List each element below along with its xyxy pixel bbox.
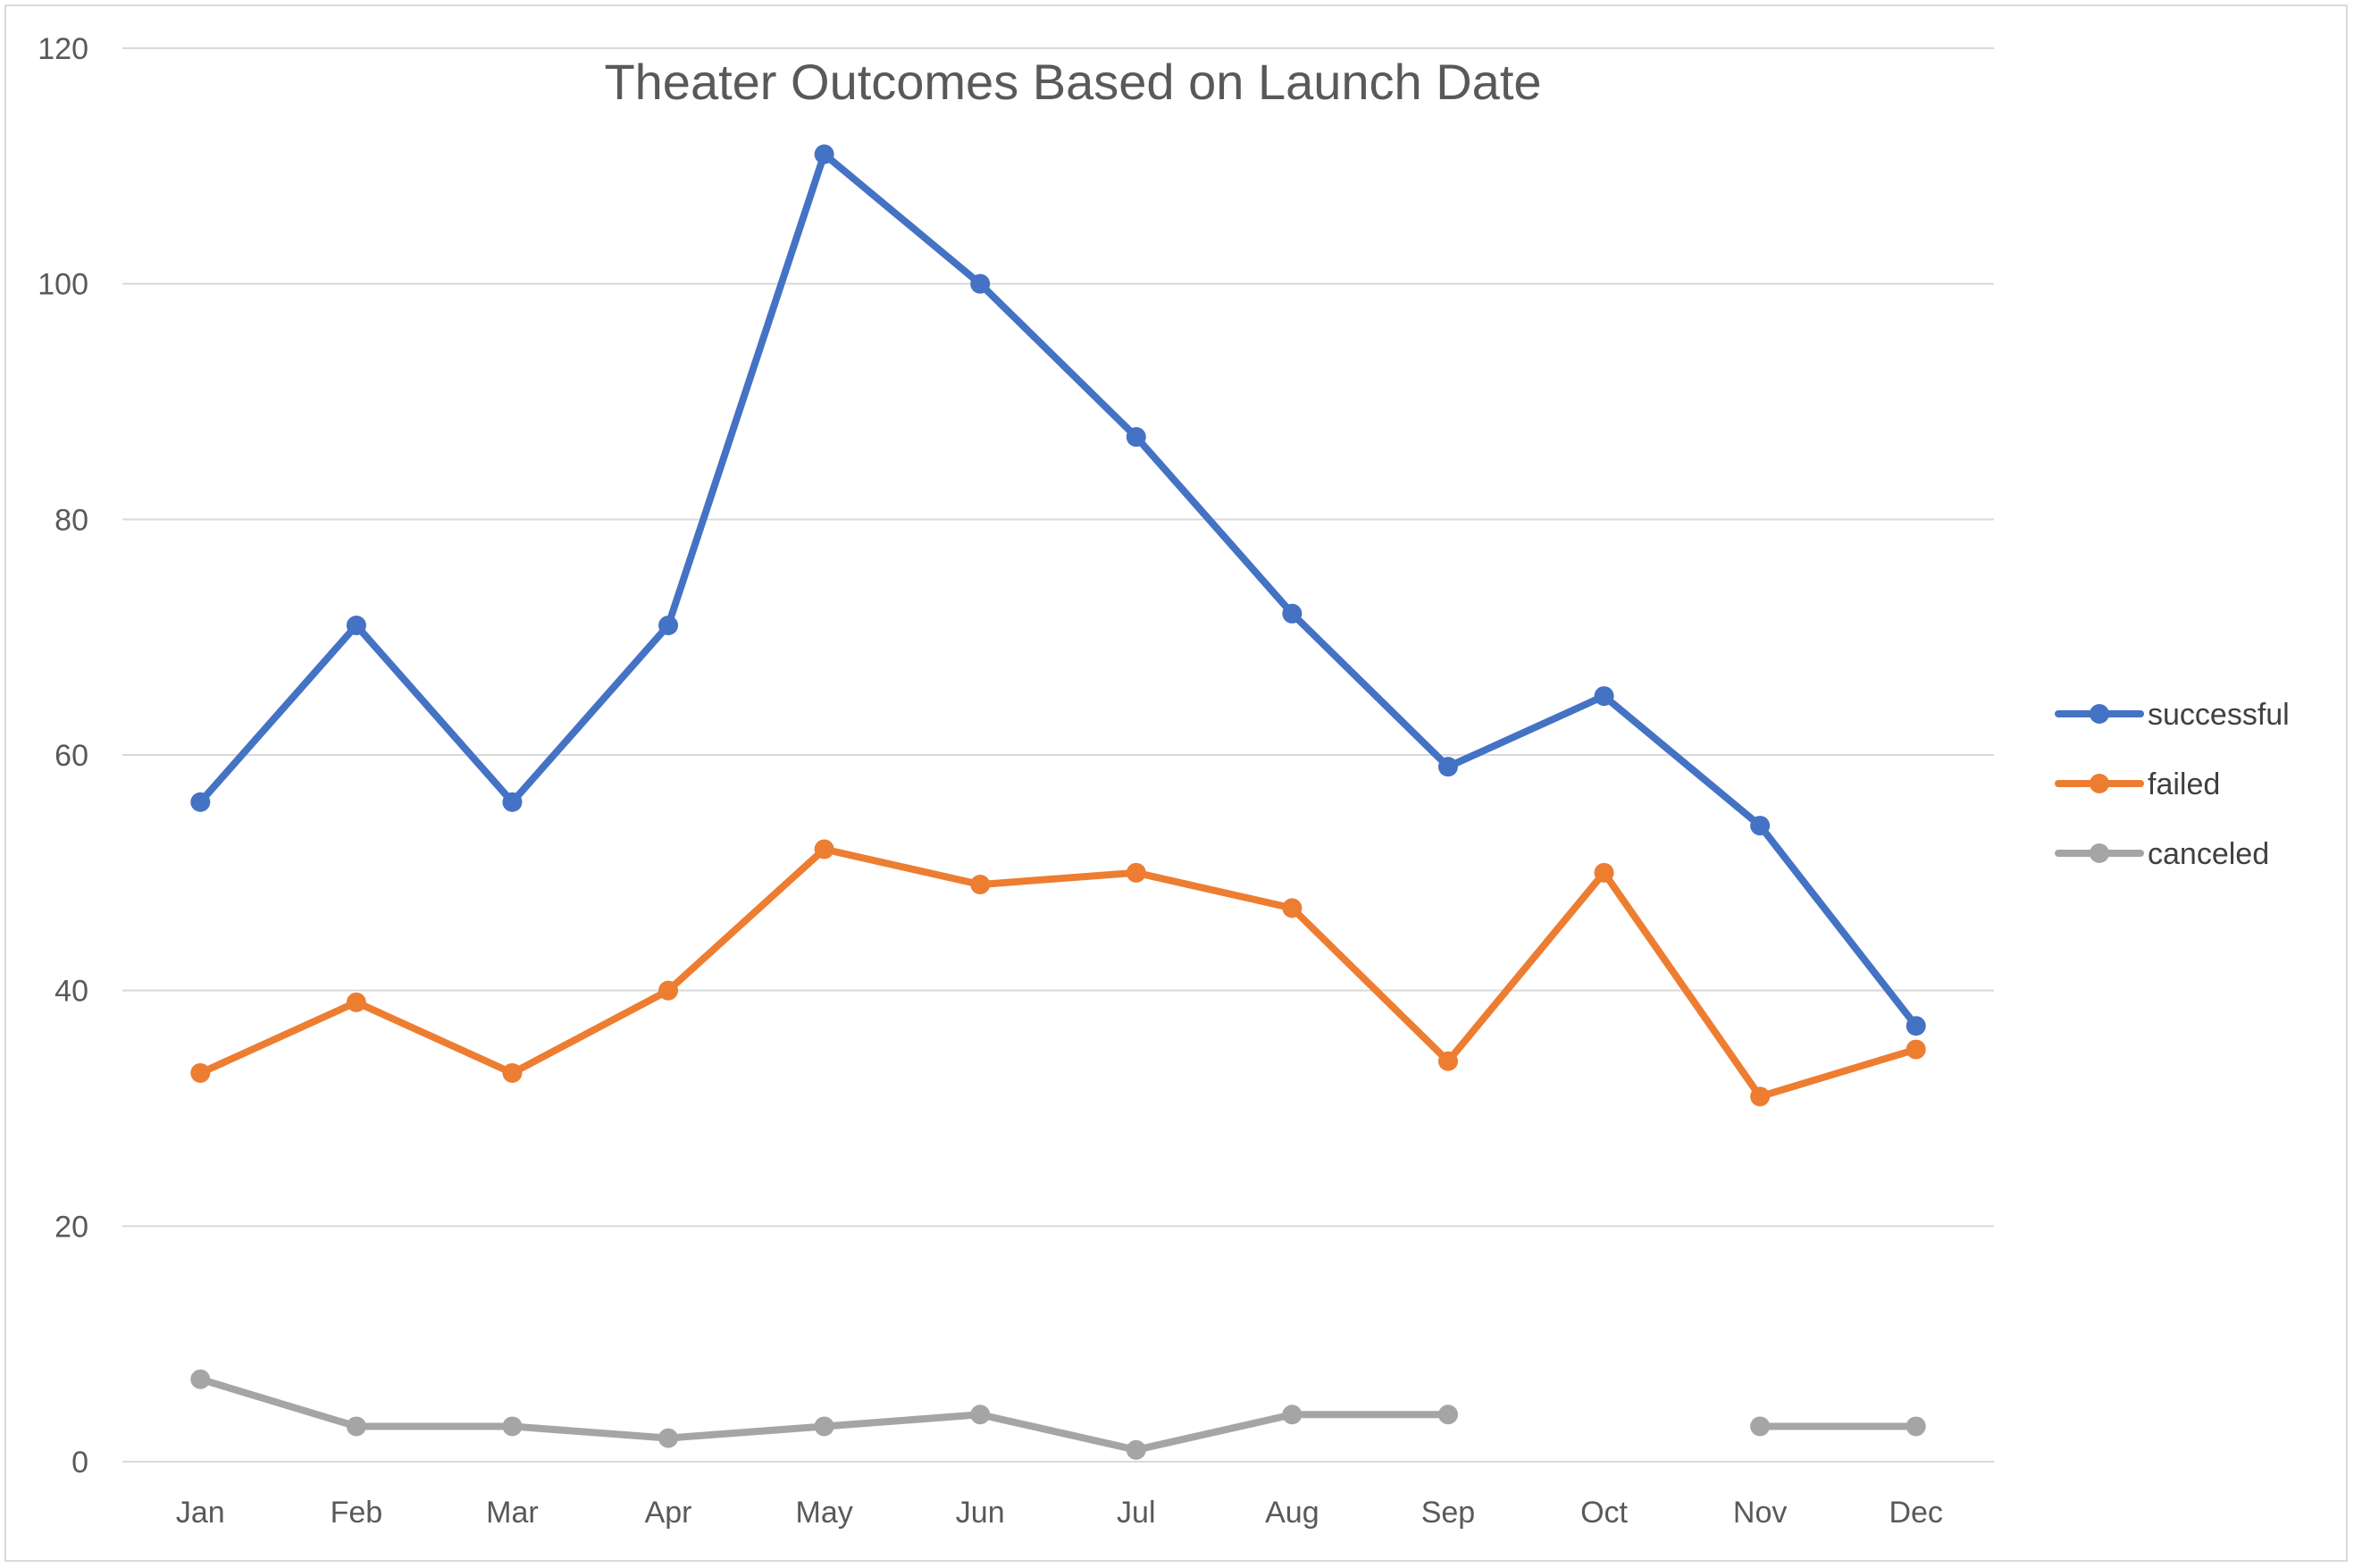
data-point [1750, 816, 1771, 836]
data-point [1437, 757, 1458, 777]
y-tick-label: 80 [54, 503, 88, 537]
series-lines [190, 144, 1926, 1460]
y-tick-label: 120 [38, 32, 88, 66]
legend-marker [2090, 774, 2109, 793]
series-line [197, 150, 1920, 1030]
x-tick-label: Jan [176, 1496, 225, 1530]
data-point [814, 144, 834, 164]
data-point [190, 1369, 211, 1389]
data-point [1594, 686, 1614, 707]
y-tick-label: 40 [54, 975, 88, 1009]
legend-label: successful [2148, 698, 2290, 732]
x-tick-label: Oct [1580, 1496, 1628, 1530]
data-point [190, 1062, 211, 1083]
data-point [970, 273, 991, 294]
x-tick-label: Apr [645, 1496, 692, 1530]
data-point [970, 875, 991, 895]
legend-label: failed [2148, 767, 2220, 801]
x-tick-label: Jun [956, 1496, 1005, 1530]
y-tick-label: 100 [38, 268, 88, 302]
data-point [1126, 1439, 1146, 1460]
data-point [190, 792, 211, 812]
data-point [346, 992, 366, 1012]
data-point [658, 615, 679, 635]
data-point [814, 1416, 834, 1437]
chart-title: Theater Outcomes Based on Launch Date [604, 54, 1541, 110]
data-point [1594, 862, 1614, 883]
legend-item: canceled [2055, 837, 2269, 871]
x-tick-label: Aug [1265, 1496, 1319, 1530]
data-point [658, 980, 679, 1001]
series-line [197, 1375, 1452, 1454]
legend-marker [2090, 704, 2109, 724]
data-point [970, 1404, 991, 1425]
line-chart: 0 20 40 60 80 100 120 Jan Feb Mar Apr May Jun Jul Aug… [38, 32, 2290, 1530]
data-point [1437, 1051, 1458, 1071]
data-point [1282, 898, 1303, 918]
data-point [1282, 1404, 1303, 1425]
x-tick-label: Dec [1889, 1496, 1942, 1530]
data-point [1126, 862, 1146, 883]
x-tick-label: Mar [486, 1496, 539, 1530]
series-line [197, 845, 1920, 1101]
series-successful [190, 144, 1926, 1036]
legend-item: failed [2055, 767, 2220, 801]
data-point [1906, 1416, 1926, 1437]
series-canceled [190, 1369, 1926, 1460]
x-tick-label: May [796, 1496, 853, 1530]
data-point [502, 1062, 523, 1083]
chart-frame: 0 20 40 60 80 100 120 Jan Feb Mar Apr May Jun Jul Aug… [4, 4, 2348, 1562]
data-point [502, 792, 523, 812]
series-failed [190, 839, 1926, 1107]
data-point [658, 1428, 679, 1448]
y-tick-label: 20 [54, 1210, 88, 1244]
legend-marker [2090, 843, 2109, 863]
legend-label: canceled [2148, 837, 2269, 871]
data-point [502, 1416, 523, 1437]
data-point [1750, 1086, 1771, 1107]
x-tick-label: Nov [1733, 1496, 1787, 1530]
x-tick-label: Jul [1117, 1496, 1155, 1530]
data-point [346, 1416, 366, 1437]
y-tick-label: 0 [71, 1446, 88, 1480]
data-point [1437, 1404, 1458, 1425]
y-axis-tick-labels: 0 20 40 60 80 100 120 [38, 32, 88, 1480]
legend: successful failed canceled [2055, 698, 2290, 871]
data-point [1750, 1416, 1771, 1437]
gridlines [122, 47, 1994, 1463]
x-axis-tick-labels: Jan Feb Mar Apr May Jun Jul Aug Sep Oct Nov Dec [176, 1496, 1943, 1530]
y-tick-label: 60 [54, 739, 88, 773]
legend-item: successful [2055, 698, 2290, 732]
data-point [1282, 603, 1303, 624]
data-point [1126, 427, 1146, 448]
data-point [346, 615, 366, 635]
x-tick-label: Sep [1421, 1496, 1476, 1530]
data-point [1906, 1016, 1926, 1036]
data-point [1906, 1039, 1926, 1060]
x-tick-label: Feb [331, 1496, 383, 1530]
data-point [814, 839, 834, 859]
